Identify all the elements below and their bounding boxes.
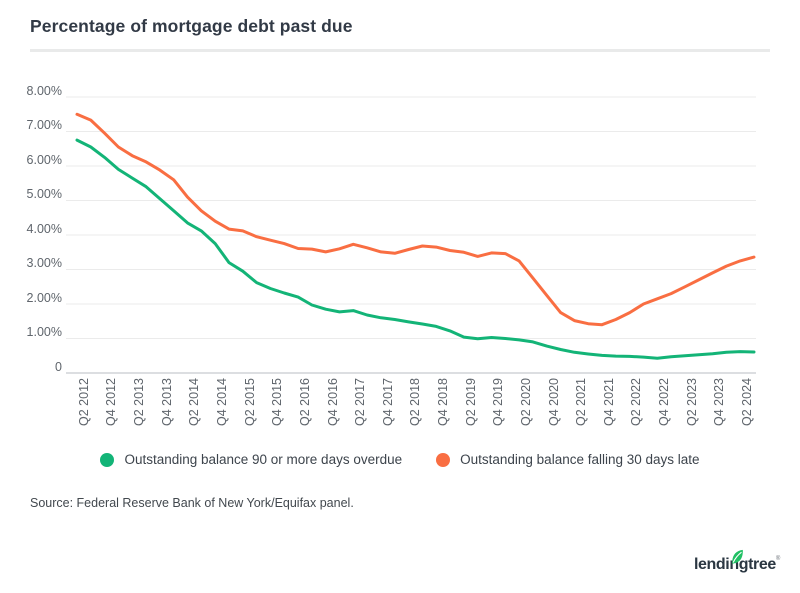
logo-wordmark: lendingtree® (694, 556, 780, 573)
registered-trademark-symbol: ® (775, 556, 780, 562)
orange-series-dot-icon (436, 452, 451, 467)
legend-label-90-days: Outstanding balance 90 or more days over… (124, 452, 403, 467)
series-line-90-days-overdue (75, 138, 756, 360)
lendingtree-logo: lendingtree® (694, 549, 786, 586)
green-series-dot-icon (100, 452, 115, 467)
title-divider (30, 49, 770, 52)
legend-item-30-days: Outstanding balance falling 30 days late (436, 452, 700, 467)
source-note: Source: Federal Reserve Bank of New York… (30, 496, 354, 510)
series-line-30-days-late (75, 112, 756, 327)
leaf-icon (732, 549, 743, 564)
legend-label-30-days: Outstanding balance falling 30 days late (460, 452, 700, 467)
legend-item-90-days: Outstanding balance 90 or more days over… (100, 452, 402, 467)
chart-title: Percentage of mortgage debt past due (30, 16, 353, 36)
chart-legend: Outstanding balance 90 or more days over… (0, 452, 800, 467)
